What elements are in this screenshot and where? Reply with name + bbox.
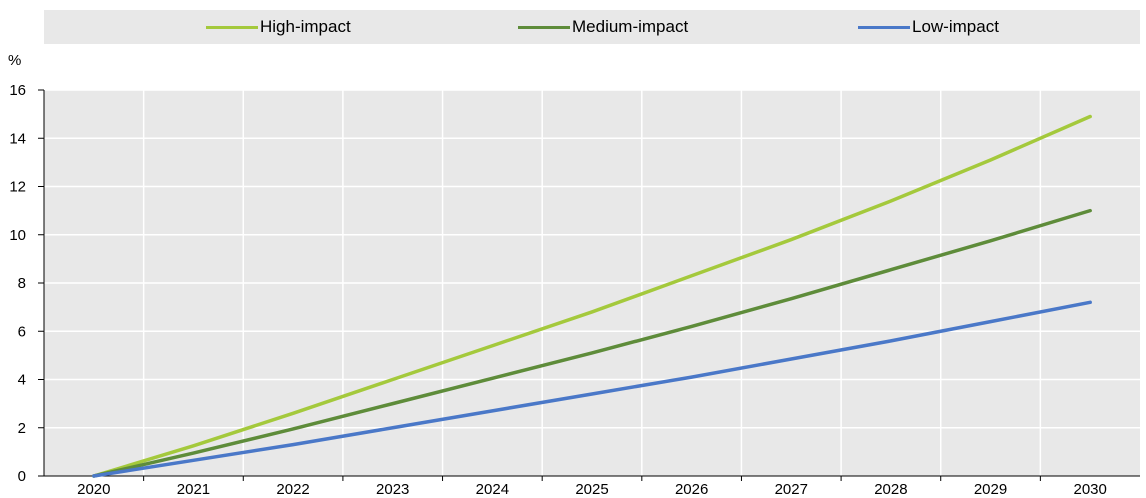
x-tick-label: 2028 bbox=[874, 481, 907, 498]
y-tick-label: 0 bbox=[18, 468, 26, 485]
legend-item-high-impact: High-impact bbox=[206, 10, 351, 44]
legend-item-medium-impact: Medium-impact bbox=[518, 10, 688, 44]
legend-item-low-impact: Low-impact bbox=[858, 10, 999, 44]
series-line-medium-impact bbox=[92, 208, 1092, 478]
legend-label-high-impact: High-impact bbox=[260, 17, 351, 36]
x-tick-label: 2020 bbox=[77, 481, 110, 498]
y-tick-label: 12 bbox=[9, 179, 26, 196]
x-tick-label: 2026 bbox=[675, 481, 708, 498]
y-axis-unit: % bbox=[8, 52, 22, 69]
legend-swatch-medium-impact bbox=[518, 25, 570, 29]
y-tick-label: 10 bbox=[9, 227, 26, 244]
x-tick-label: 2027 bbox=[775, 481, 808, 498]
x-tick-label: 2030 bbox=[1073, 481, 1106, 498]
x-tick-label: 2029 bbox=[974, 481, 1007, 498]
y-tick-label: 14 bbox=[9, 130, 26, 147]
legend-label-low-impact: Low-impact bbox=[912, 17, 999, 36]
series-line-high-impact bbox=[92, 114, 1092, 478]
x-tick-label: 2023 bbox=[376, 481, 409, 498]
x-tick-label: 2024 bbox=[476, 481, 509, 498]
x-tick-label: 2025 bbox=[575, 481, 608, 498]
legend-label-medium-impact: Medium-impact bbox=[572, 17, 689, 36]
legend-swatch-low-impact bbox=[858, 25, 910, 29]
legend: High-impact Medium-impact Low-impact bbox=[44, 10, 1140, 44]
y-tick-label: 16 bbox=[9, 82, 26, 99]
x-tick-label: 2022 bbox=[276, 481, 309, 498]
y-tick-label: 2 bbox=[18, 420, 26, 437]
series-line-low-impact bbox=[92, 300, 1092, 478]
y-tick-label: 6 bbox=[18, 323, 26, 340]
y-tick-label: 4 bbox=[18, 372, 26, 389]
x-tick-label: 2021 bbox=[177, 481, 210, 498]
y-tick-label: 8 bbox=[18, 275, 26, 292]
legend-swatch-high-impact bbox=[206, 25, 258, 29]
